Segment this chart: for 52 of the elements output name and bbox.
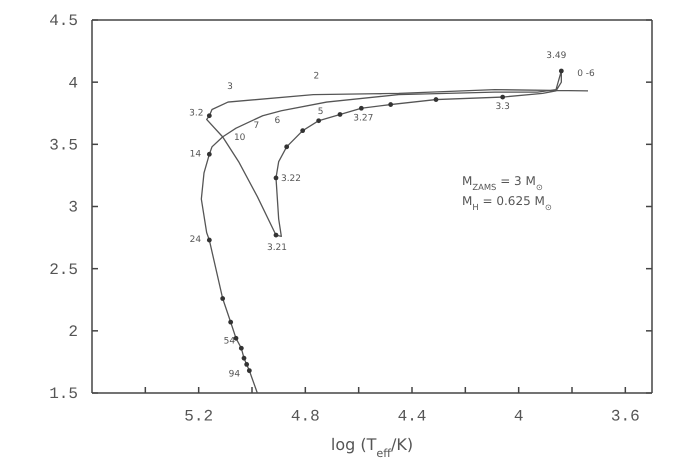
annotation: 2 (313, 72, 320, 82)
point (206, 152, 212, 157)
point (358, 106, 364, 111)
y-tick-label: 3.5 (49, 136, 78, 154)
point (388, 102, 394, 107)
point (274, 176, 278, 180)
annotation: 24 (190, 236, 202, 246)
x-tick-label: 3.6 (610, 407, 640, 426)
annotation: 6 (274, 116, 280, 126)
x-tick-label: 5.2 (184, 407, 214, 426)
annotation: 3.27 (353, 114, 374, 124)
annotation: 3.2 (189, 109, 204, 120)
annotation: 54 (224, 336, 236, 347)
x-tick-label: 4.8 (290, 407, 320, 426)
point (206, 113, 212, 118)
point (242, 356, 246, 361)
point (558, 68, 564, 74)
annotation: 3.21 (266, 244, 288, 254)
annotation: 3.22 (280, 174, 302, 184)
point (244, 362, 250, 367)
point (238, 346, 244, 351)
annotation: 5 (318, 108, 324, 118)
point (220, 296, 226, 301)
y-tick-label: 1.5 (49, 385, 78, 404)
point (434, 97, 438, 102)
x-axis-title: log (T$_{eff}$/K) (330, 435, 414, 460)
point (338, 112, 342, 117)
annotation: M$_{ZAMS}$ = 3 M$_{⊙}$ (462, 174, 543, 192)
y-tick-label: 2.5 (49, 260, 78, 279)
annotation: M$_{H}$ = 0.625 M$_{⊙}$ (462, 194, 552, 212)
y-tick-label: 3 (68, 198, 78, 217)
annotation: 10 (234, 133, 246, 144)
point (316, 118, 322, 124)
point (274, 232, 278, 238)
point (284, 144, 290, 150)
y-tick-label: 2 (68, 322, 78, 341)
y-tick-label: 4 (68, 74, 78, 92)
annotation: 3.49 (546, 51, 567, 62)
annotation: 14 (190, 150, 202, 160)
point (300, 128, 306, 134)
annotation: 94 (228, 370, 240, 380)
annotation: 0 -6 (577, 69, 596, 80)
point (246, 368, 252, 374)
annotation: 3 (227, 82, 233, 93)
annotation: 7 (253, 121, 260, 132)
point (228, 320, 234, 325)
x-tick-label: 4.4 (398, 407, 426, 426)
x-tick-label: 4 (514, 407, 524, 426)
y-tick-label: 4.5 (49, 12, 78, 30)
point (500, 94, 506, 100)
annotation: 3.3 (496, 102, 510, 113)
point (206, 238, 212, 242)
